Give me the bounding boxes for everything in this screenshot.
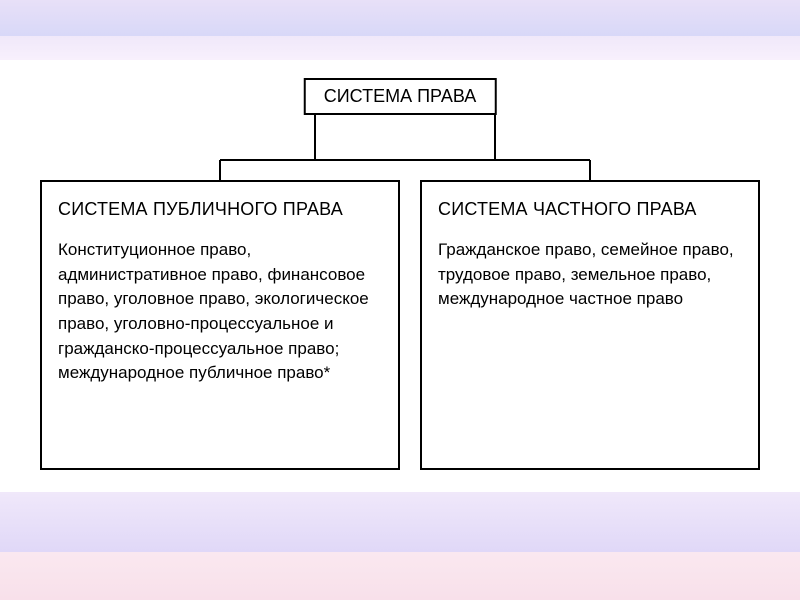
right-node: СИСТЕМА ЧАСТНОГО ПРАВА Гражданское право… (420, 180, 760, 470)
left-node-body: Конституционное право, административное … (58, 238, 382, 386)
right-node-body: Гражданское право, семейное право, трудо… (438, 238, 742, 312)
left-node: СИСТЕМА ПУБЛИЧНОГО ПРАВА Конституционное… (40, 180, 400, 470)
right-node-title: СИСТЕМА ЧАСТНОГО ПРАВА (438, 196, 742, 222)
left-node-title: СИСТЕМА ПУБЛИЧНОГО ПРАВА (58, 196, 382, 222)
root-node: СИСТЕМА ПРАВА (304, 78, 497, 115)
diagram-canvas: СИСТЕМА ПРАВА СИСТЕМА ПУБЛИЧНОГО ПРАВА К… (25, 60, 775, 490)
root-title: СИСТЕМА ПРАВА (324, 86, 477, 106)
